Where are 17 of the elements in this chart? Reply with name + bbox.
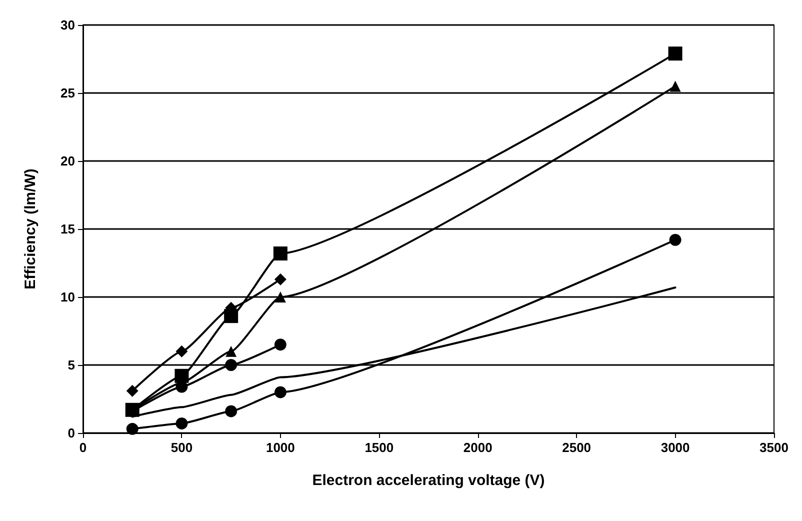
x-axis-title: Electron accelerating voltage (V): [312, 472, 545, 489]
x-tick-label: 2000: [463, 440, 492, 455]
x-tick-label: 0: [79, 440, 87, 455]
x-tick-label: 1500: [364, 440, 394, 455]
y-tick-label: 10: [60, 290, 75, 304]
y-tick-label: 30: [60, 18, 75, 32]
y-tick-label: 0: [68, 426, 75, 440]
y-tick-label: 20: [60, 154, 75, 168]
x-tick-label: 3500: [760, 440, 788, 455]
y-tick-label: 25: [60, 86, 75, 100]
x-tick-label: 500: [170, 440, 193, 455]
y-tick-label: 15: [60, 222, 75, 236]
y-tick-label: 5: [68, 358, 75, 372]
x-tick-label: 3000: [660, 440, 690, 455]
x-tick-label: 1000: [266, 440, 295, 455]
y-axis-title: Efficiency (lm/W): [22, 168, 39, 290]
x-tick-label: 2500: [562, 440, 592, 455]
